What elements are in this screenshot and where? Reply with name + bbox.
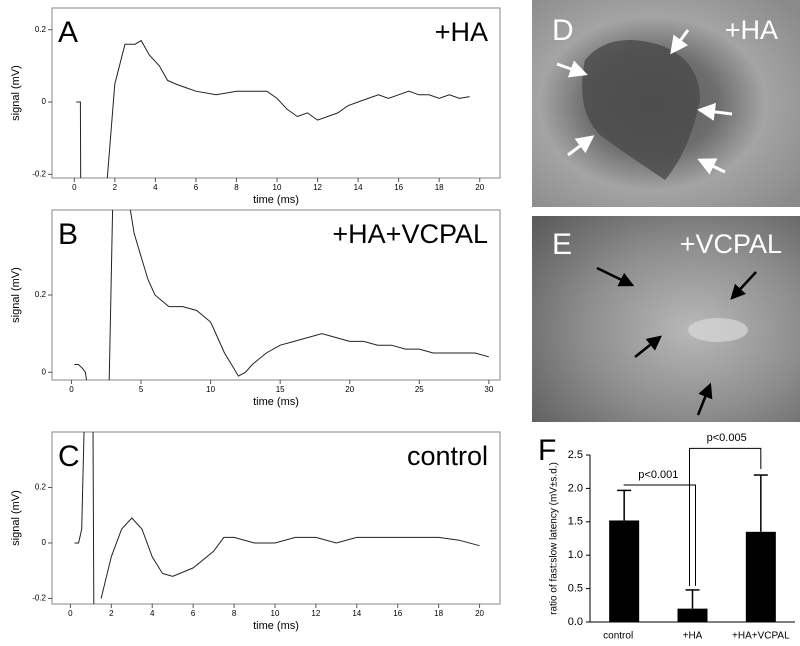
x-tick-label: 4 bbox=[150, 609, 155, 618]
x-tick-label: 14 bbox=[352, 609, 361, 618]
x-tick-label: 25 bbox=[415, 385, 424, 394]
x-tick-label: 8 bbox=[234, 183, 239, 192]
y-tick-label: 0.2 bbox=[35, 290, 47, 299]
bar bbox=[745, 531, 776, 622]
bracket bbox=[623, 484, 696, 586]
micrograph bbox=[532, 216, 800, 422]
bar bbox=[609, 520, 640, 622]
y-tick-label: 0 bbox=[42, 538, 47, 547]
x-tick-label: 10 bbox=[273, 183, 282, 192]
x-tick-label: 20 bbox=[345, 385, 354, 394]
panel-label: A bbox=[58, 16, 78, 49]
x-tick-label: 2 bbox=[109, 609, 114, 618]
image-e: E +VCPAL bbox=[532, 216, 800, 422]
x-tick-label: +HA bbox=[683, 631, 703, 642]
trace bbox=[74, 432, 480, 604]
x-axis-label: time (ms) bbox=[253, 396, 299, 408]
arrows bbox=[596, 266, 757, 416]
trace bbox=[74, 210, 490, 380]
panel-title: +HA+VCPAL bbox=[332, 219, 488, 249]
x-tick-label: 18 bbox=[435, 183, 444, 192]
y-tick-label: 0 bbox=[42, 367, 47, 376]
panel-label: B bbox=[58, 218, 78, 251]
x-tick-label: 12 bbox=[311, 609, 320, 618]
panel-title: +HA bbox=[435, 17, 488, 47]
x-tick-label: 0 bbox=[72, 183, 77, 192]
panel-label: D bbox=[552, 14, 574, 47]
panel-label: F bbox=[538, 434, 556, 467]
annotation: p<0.001 bbox=[638, 469, 678, 481]
x-tick-label: 8 bbox=[232, 609, 237, 618]
y-tick-label: 0.2 bbox=[35, 25, 47, 34]
panel-title: +HA bbox=[725, 15, 778, 45]
x-tick-label: 14 bbox=[354, 183, 363, 192]
x-tick-label: 2 bbox=[113, 183, 118, 192]
x-tick-label: 10 bbox=[271, 609, 280, 618]
x-tick-label: 0 bbox=[69, 385, 74, 394]
plot-frame bbox=[51, 431, 501, 605]
panel-title: +VCPAL bbox=[680, 229, 782, 259]
plot-frame bbox=[51, 7, 501, 179]
y-tick-label: 2.0 bbox=[568, 482, 583, 494]
y-tick-label: -0.2 bbox=[32, 594, 46, 603]
x-tick-label: 10 bbox=[206, 385, 215, 394]
x-tick-label: +HA+VCPAL bbox=[732, 631, 790, 642]
bracket bbox=[689, 447, 762, 586]
annotation: p<0.005 bbox=[707, 432, 747, 444]
x-tick-label: 20 bbox=[475, 609, 484, 618]
bright-spot bbox=[688, 318, 748, 342]
x-tick-label: 12 bbox=[313, 183, 322, 192]
y-tick-label: 0 bbox=[42, 97, 47, 106]
x-tick-label: 20 bbox=[475, 183, 484, 192]
y-axis-label: signal (mV) bbox=[10, 267, 22, 323]
x-tick-label: 6 bbox=[194, 183, 199, 192]
y-tick-label: 0.5 bbox=[568, 583, 583, 595]
x-tick-label: 0 bbox=[68, 609, 73, 618]
y-tick-label: 0.0 bbox=[568, 616, 583, 628]
x-tick-label: 30 bbox=[484, 385, 493, 394]
arrows bbox=[556, 29, 733, 175]
trace bbox=[76, 39, 470, 178]
panel-label: C bbox=[58, 440, 80, 473]
y-axis-label: signal (mV) bbox=[10, 490, 22, 546]
bar bbox=[677, 608, 708, 622]
y-tick-label: -0.2 bbox=[32, 169, 46, 178]
y-axis-label: signal (mV) bbox=[10, 65, 22, 121]
y-tick-label: 0.2 bbox=[35, 483, 47, 492]
x-axis-label: time (ms) bbox=[253, 194, 299, 206]
x-tick-label: control bbox=[603, 631, 633, 642]
x-tick-label: 16 bbox=[393, 609, 402, 618]
y-tick-label: 2.5 bbox=[568, 449, 583, 461]
x-tick-label: 5 bbox=[139, 385, 144, 394]
x-axis-label: time (ms) bbox=[253, 620, 299, 632]
y-tick-label: 1.0 bbox=[568, 549, 583, 561]
x-tick-label: 6 bbox=[191, 609, 196, 618]
x-tick-label: 15 bbox=[276, 385, 285, 394]
y-axis-label: ratio of fast:slow latency (mV±s.d.) bbox=[549, 462, 560, 615]
cell-mass bbox=[582, 40, 700, 180]
x-tick-label: 4 bbox=[153, 183, 158, 192]
image-d: D +HA bbox=[532, 0, 800, 207]
y-tick-label: 1.5 bbox=[568, 516, 583, 528]
panel-label: E bbox=[552, 228, 572, 261]
x-tick-label: 18 bbox=[434, 609, 443, 618]
panel-title: control bbox=[407, 441, 488, 471]
x-tick-label: 16 bbox=[394, 183, 403, 192]
